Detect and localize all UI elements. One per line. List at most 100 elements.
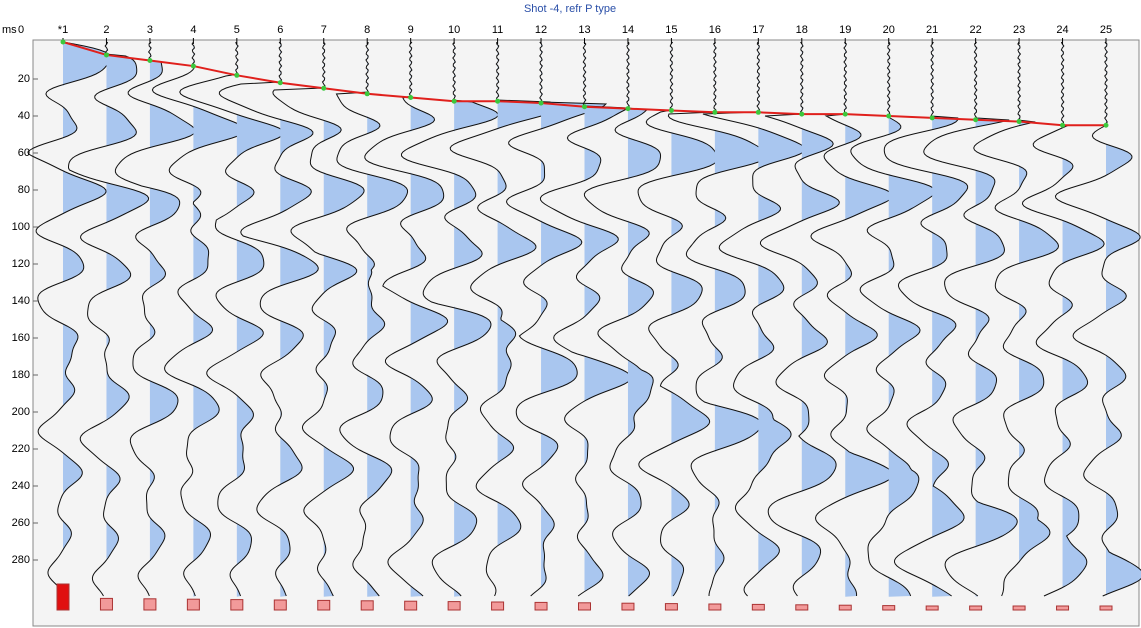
chart-title: Shot -4, refr P type bbox=[524, 3, 616, 15]
trace-wiggle bbox=[1054, 41, 1141, 597]
trace-wiggle bbox=[218, 41, 319, 597]
source-marker bbox=[621, 602, 635, 611]
trace-label: 8 bbox=[364, 24, 370, 36]
source-marker bbox=[578, 602, 591, 611]
trace-wiggle bbox=[539, 41, 632, 597]
pick-point bbox=[234, 72, 240, 78]
y-tick-label: 280 bbox=[12, 554, 30, 566]
pick-point bbox=[495, 98, 501, 104]
source-marker bbox=[795, 604, 809, 611]
trace-fill bbox=[280, 42, 319, 597]
source-marker bbox=[969, 605, 983, 611]
trace-fill bbox=[1106, 42, 1141, 597]
y-tick-label: 60 bbox=[18, 147, 30, 159]
trace-fill bbox=[932, 42, 968, 597]
source-marker bbox=[838, 604, 852, 611]
y-tick-label: 200 bbox=[12, 406, 30, 418]
pick-point bbox=[103, 52, 109, 58]
trace-fill bbox=[323, 42, 365, 597]
trace-label: 15 bbox=[665, 24, 677, 36]
y-tick-label: 220 bbox=[12, 443, 30, 455]
trace-fill bbox=[497, 42, 559, 597]
trace-label: 19 bbox=[839, 24, 851, 36]
trace-wiggle bbox=[883, 41, 969, 597]
trace-label: 12 bbox=[535, 24, 547, 36]
pick-point bbox=[321, 85, 327, 91]
trace-wiggle bbox=[400, 41, 499, 597]
pick-point bbox=[190, 63, 196, 69]
pick-point bbox=[582, 104, 587, 110]
trace-fill bbox=[410, 42, 448, 597]
trace-fill bbox=[801, 42, 840, 597]
y-axis-label: ms bbox=[2, 24, 17, 36]
trace-fill bbox=[975, 42, 1018, 597]
trace-label: 9 bbox=[408, 24, 414, 36]
trace-wiggle bbox=[637, 41, 719, 597]
source-marker bbox=[491, 601, 505, 611]
source-marker bbox=[1012, 605, 1026, 611]
source-marker bbox=[230, 599, 244, 611]
trace-fill bbox=[149, 42, 196, 597]
y-tick-label: 160 bbox=[12, 332, 30, 344]
y-tick-label: 100 bbox=[12, 221, 30, 233]
source-marker bbox=[534, 601, 548, 611]
pick-point bbox=[625, 106, 631, 112]
pick-point bbox=[799, 111, 805, 117]
trace-label: 20 bbox=[883, 24, 895, 36]
trace-label: 16 bbox=[709, 24, 721, 36]
trace-label: 17 bbox=[752, 24, 764, 36]
source-marker bbox=[317, 599, 331, 611]
y-tick-label: 80 bbox=[18, 184, 30, 196]
pick-point bbox=[538, 100, 544, 106]
trace-fill bbox=[63, 42, 111, 597]
trace-label: 13 bbox=[578, 24, 590, 36]
y-tick-label: 120 bbox=[12, 258, 30, 270]
trace-label: 5 bbox=[234, 24, 240, 36]
trace-fill bbox=[367, 42, 408, 597]
trace-wiggle bbox=[850, 41, 937, 597]
pick-point bbox=[408, 95, 414, 100]
source-marker bbox=[751, 603, 765, 611]
trace-label: 10 bbox=[448, 24, 460, 36]
y-tick-label: 140 bbox=[12, 295, 30, 307]
trace-wiggle bbox=[810, 41, 894, 597]
source-marker bbox=[925, 605, 939, 611]
pick-point bbox=[451, 98, 457, 104]
trace-label: 4 bbox=[190, 24, 196, 36]
source-marker bbox=[664, 603, 678, 611]
trace-wiggle bbox=[973, 41, 1060, 597]
trace-label: 6 bbox=[277, 24, 283, 36]
y-tick-label: 20 bbox=[18, 73, 30, 85]
trace-fill bbox=[454, 42, 499, 597]
y-tick-label: 40 bbox=[18, 110, 30, 122]
traces bbox=[27, 41, 1141, 597]
source-marker bbox=[143, 598, 157, 611]
trace-fill bbox=[193, 42, 246, 597]
pick-point bbox=[886, 113, 892, 119]
trace-wiggle bbox=[68, 41, 150, 597]
pick-point bbox=[1103, 122, 1109, 128]
pick-point bbox=[1016, 119, 1022, 125]
trace-label: 23 bbox=[1013, 24, 1025, 36]
trace-wiggle bbox=[27, 41, 111, 597]
trace-wiggle bbox=[759, 41, 840, 597]
source-marker bbox=[99, 597, 113, 611]
y-tick-label: 0 bbox=[18, 24, 24, 36]
trace-wiggle bbox=[364, 41, 449, 597]
source-marker bbox=[1099, 605, 1113, 611]
source-marker bbox=[273, 599, 287, 611]
source-marker bbox=[1056, 605, 1070, 611]
pick-point bbox=[668, 107, 674, 113]
trace-wiggle bbox=[272, 41, 365, 597]
pick-point bbox=[755, 109, 761, 115]
trace-label: 22 bbox=[970, 24, 982, 36]
trace-wiggle bbox=[667, 41, 768, 597]
pick-point bbox=[1060, 122, 1066, 128]
source-marker bbox=[708, 603, 722, 611]
trace-fill bbox=[106, 42, 149, 597]
pick-point bbox=[60, 39, 66, 45]
trace-wiggle bbox=[702, 41, 806, 597]
trace-label: 11 bbox=[492, 24, 503, 36]
trace-label: 3 bbox=[147, 24, 153, 36]
